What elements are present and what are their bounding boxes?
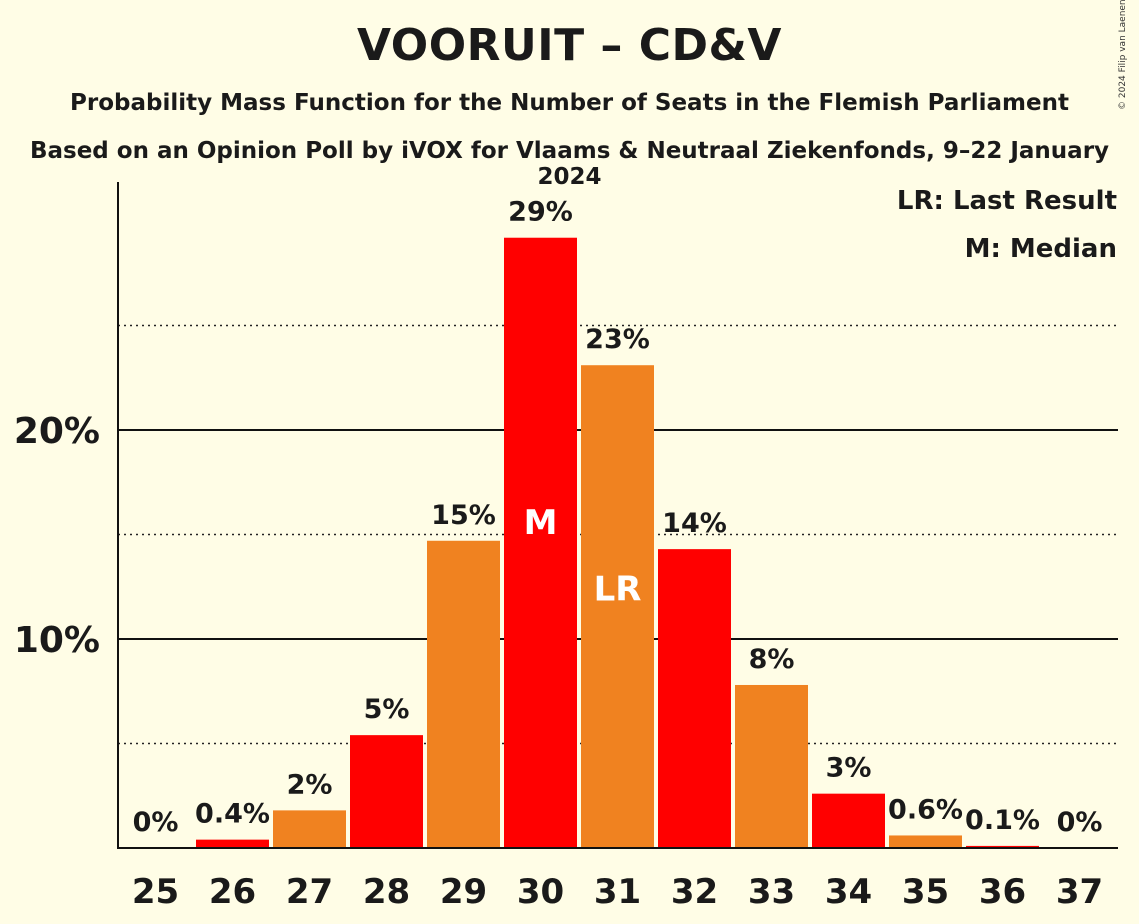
x-tick-label: 30 — [517, 872, 564, 912]
x-tick-label: 37 — [1056, 872, 1103, 912]
bar-seat-27 — [273, 810, 346, 848]
y-tick-label: 10% — [14, 620, 100, 661]
bar-seat-26 — [196, 839, 269, 848]
data-label: 0.4% — [195, 799, 270, 830]
data-label: 3% — [826, 753, 872, 784]
chart-title: VOORUIT – CD&V — [357, 20, 782, 71]
x-tick-label: 34 — [825, 872, 872, 912]
bar-seat-28 — [350, 735, 423, 848]
data-label: 15% — [431, 500, 496, 531]
y-tick-label: 20% — [14, 411, 100, 452]
median-marker: M — [524, 503, 558, 543]
bar-seat-31 — [581, 365, 654, 848]
legend-median: M: Median — [965, 234, 1117, 264]
bar-seat-29 — [427, 540, 500, 848]
legend-last-result: LR: Last Result — [897, 186, 1117, 216]
x-tick-label: 33 — [748, 872, 795, 912]
bar-seat-32 — [658, 549, 731, 848]
bar-seat-33 — [735, 684, 808, 848]
x-tick-label: 27 — [286, 872, 333, 912]
data-label: 5% — [364, 694, 410, 725]
data-label: 29% — [508, 197, 573, 228]
x-tick-label: 25 — [132, 872, 179, 912]
data-label: 8% — [749, 644, 795, 675]
data-label: 0.6% — [888, 794, 963, 825]
data-label: 2% — [287, 769, 333, 800]
x-tick-label: 26 — [209, 872, 256, 912]
x-tick-label: 29 — [440, 872, 487, 912]
bar-seat-35 — [889, 835, 962, 848]
last-result-marker: LR — [594, 570, 642, 610]
bar-seat-30 — [504, 237, 577, 849]
chart-subtitle: Probability Mass Function for the Number… — [70, 90, 1069, 116]
data-label: 14% — [662, 508, 727, 539]
bar-seat-36 — [966, 845, 1039, 848]
x-tick-label: 28 — [363, 872, 410, 912]
data-label: 0.1% — [965, 805, 1040, 836]
x-tick-label: 35 — [902, 872, 949, 912]
data-label: 0% — [133, 807, 179, 838]
chart-subtitle-source: Based on an Opinion Poll by iVOX for Vla… — [29, 138, 1110, 190]
data-label: 23% — [585, 324, 650, 355]
x-tick-label: 32 — [671, 872, 718, 912]
data-label: 0% — [1057, 807, 1103, 838]
x-tick-label: 36 — [979, 872, 1026, 912]
bar-seat-34 — [812, 793, 885, 848]
x-tick-label: 31 — [594, 872, 641, 912]
